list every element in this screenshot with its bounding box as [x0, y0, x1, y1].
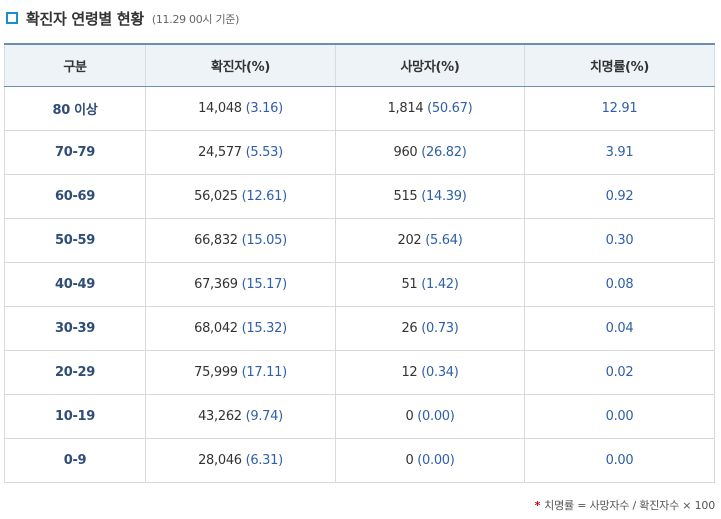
cases-cell: 68,042 (15.32): [145, 306, 336, 351]
page-title: 확진자 연령별 현황: [26, 9, 144, 28]
fatality-rate-cell: 3.91: [524, 130, 715, 175]
deaths-percent: (0.00): [417, 453, 455, 468]
deaths-cell: 0 (0.00): [335, 438, 525, 483]
deaths-percent: (0.73): [421, 321, 459, 336]
deaths-cell: 51 (1.42): [335, 262, 525, 307]
age-group-cell: 10-19: [4, 394, 146, 439]
cases-percent: (9.74): [245, 409, 284, 424]
cases-cell: 56,025 (12.61): [145, 174, 336, 219]
cases-count: 14,048: [198, 101, 242, 116]
cases-cell: 66,832 (15.05): [145, 218, 336, 263]
cases-percent: (15.05): [241, 233, 288, 248]
table-row: 30-39 68,042 (15.32) 26 (0.73) 0.04: [4, 306, 715, 351]
cases-percent: (6.31): [245, 453, 284, 468]
deaths-percent: (0.34): [421, 365, 459, 380]
cases-percent: (5.53): [245, 145, 284, 160]
column-header-fatality: 치명률(%): [524, 44, 715, 87]
age-group-cell: 40-49: [4, 262, 146, 307]
cases-count: 75,999: [194, 365, 238, 380]
deaths-cell: 515 (14.39): [335, 174, 525, 219]
age-status-table: 구분 확진자(%) 사망자(%) 치명률(%) 80 이상 14,048 (3.1…: [4, 43, 715, 483]
deaths-count: 26: [401, 321, 418, 336]
age-group-cell: 20-29: [4, 350, 146, 395]
deaths-count: 202: [397, 233, 422, 248]
square-bullet-icon: [6, 12, 18, 24]
deaths-cell: 26 (0.73): [335, 306, 525, 351]
deaths-count: 960: [393, 145, 418, 160]
cases-cell: 67,369 (15.17): [145, 262, 336, 307]
column-header-cases: 확진자(%): [145, 44, 336, 87]
table-row: 60-69 56,025 (12.61) 515 (14.39) 0.92: [4, 174, 715, 219]
fatality-rate-cell: 0.92: [524, 174, 715, 219]
deaths-percent: (50.67): [427, 101, 473, 116]
footnote-text: 치명률 = 사망자수 / 확진자수 × 100: [544, 499, 715, 512]
deaths-count: 0: [405, 453, 414, 468]
cases-percent: (15.32): [241, 321, 288, 336]
table-row: 70-79 24,577 (5.53) 960 (26.82) 3.91: [4, 130, 715, 175]
deaths-percent: (1.42): [421, 277, 459, 292]
deaths-count: 0: [405, 409, 414, 424]
deaths-count: 51: [401, 277, 418, 292]
deaths-count: 515: [393, 189, 418, 204]
cases-cell: 14,048 (3.16): [145, 86, 336, 131]
deaths-count: 12: [401, 365, 418, 380]
fatality-rate-cell: 0.08: [524, 262, 715, 307]
table-row: 50-59 66,832 (15.05) 202 (5.64) 0.30: [4, 218, 715, 263]
table-row: 80 이상 14,048 (3.16) 1,814 (50.67) 12.91: [4, 86, 715, 131]
reference-time: (11.29 00시 기준): [151, 13, 240, 26]
fatality-rate-cell: 0.30: [524, 218, 715, 263]
deaths-cell: 12 (0.34): [335, 350, 525, 395]
cases-percent: (17.11): [241, 365, 288, 380]
deaths-count: 1,814: [387, 101, 424, 116]
table-header-row: 구분 확진자(%) 사망자(%) 치명률(%): [4, 44, 715, 87]
column-header-category: 구분: [4, 44, 146, 87]
age-group-cell: 0-9: [4, 438, 146, 483]
table-body: 80 이상 14,048 (3.16) 1,814 (50.67) 12.91 70-7…: [4, 86, 715, 483]
cases-count: 56,025: [194, 189, 238, 204]
cases-count: 28,046: [198, 453, 242, 468]
cases-count: 68,042: [194, 321, 238, 336]
table-row: 0-9 28,046 (6.31) 0 (0.00) 0.00: [4, 438, 715, 483]
fatality-rate-cell: 12.91: [524, 86, 715, 131]
fatality-rate-cell: 0.00: [524, 394, 715, 439]
footnote: * 치명률 = 사망자수 / 확진자수 × 100: [534, 497, 716, 513]
fatality-rate-cell: 0.00: [524, 438, 715, 483]
cases-cell: 28,046 (6.31): [145, 438, 336, 483]
age-group-cell: 30-39: [4, 306, 146, 351]
deaths-cell: 960 (26.82): [335, 130, 525, 175]
fatality-rate-cell: 0.04: [524, 306, 715, 351]
cases-cell: 75,999 (17.11): [145, 350, 336, 395]
deaths-cell: 202 (5.64): [335, 218, 525, 263]
cases-count: 43,262: [198, 409, 242, 424]
table-row: 10-19 43,262 (9.74) 0 (0.00) 0.00: [4, 394, 715, 439]
cases-count: 24,577: [198, 145, 242, 160]
deaths-percent: (0.00): [417, 409, 455, 424]
table-row: 40-49 67,369 (15.17) 51 (1.42) 0.08: [4, 262, 715, 307]
age-group-cell: 60-69: [4, 174, 146, 219]
deaths-percent: (14.39): [421, 189, 467, 204]
deaths-percent: (26.82): [421, 145, 467, 160]
cases-cell: 24,577 (5.53): [145, 130, 336, 175]
column-header-deaths: 사망자(%): [335, 44, 525, 87]
cases-cell: 43,262 (9.74): [145, 394, 336, 439]
cases-percent: (12.61): [241, 189, 288, 204]
deaths-percent: (5.64): [425, 233, 463, 248]
fatality-rate-cell: 0.02: [524, 350, 715, 395]
age-group-cell: 70-79: [4, 130, 146, 175]
age-group-cell: 50-59: [4, 218, 146, 263]
cases-percent: (15.17): [241, 277, 288, 292]
footnote-star: *: [534, 499, 541, 512]
deaths-cell: 1,814 (50.67): [335, 86, 525, 131]
table-row: 20-29 75,999 (17.11) 12 (0.34) 0.02: [4, 350, 715, 395]
cases-percent: (3.16): [245, 101, 284, 116]
age-group-cell: 80 이상: [4, 86, 146, 131]
deaths-cell: 0 (0.00): [335, 394, 525, 439]
section-heading: 확진자 연령별 현황 (11.29 00시 기준): [6, 6, 239, 30]
cases-count: 67,369: [194, 277, 238, 292]
cases-count: 66,832: [194, 233, 238, 248]
